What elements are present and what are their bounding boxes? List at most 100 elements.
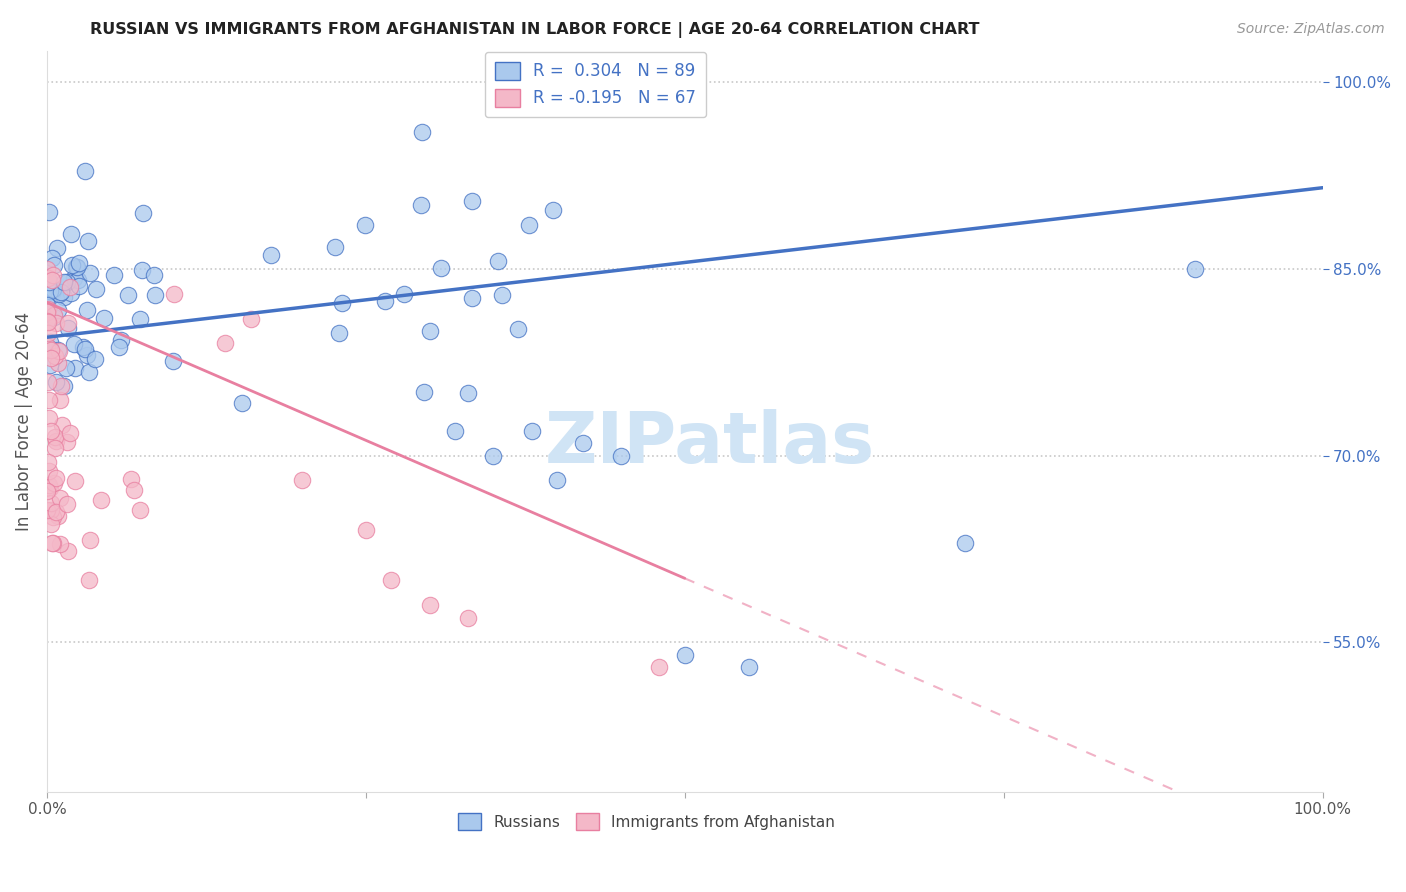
- Point: [56, 316, 79, 330]
- Point: [131, 263, 153, 277]
- Point: [231, 396, 253, 410]
- Point: [461, 194, 484, 208]
- Point: [444, 424, 467, 438]
- Point: [128, 503, 150, 517]
- Point: [214, 336, 236, 351]
- Point: [42, 308, 65, 322]
- Point: [45, 505, 67, 519]
- Point: [51, 285, 73, 300]
- Point: [44, 349, 66, 363]
- Point: [411, 198, 433, 212]
- Point: [42, 258, 65, 272]
- Point: [63, 474, 86, 488]
- Point: [517, 218, 540, 232]
- Point: [45, 471, 67, 485]
- Point: [132, 206, 155, 220]
- Point: [48, 343, 70, 358]
- Point: [45, 316, 67, 330]
- Point: [44, 442, 66, 456]
- Point: [90, 493, 112, 508]
- Point: [457, 610, 479, 624]
- Point: [60, 286, 83, 301]
- Point: [77, 574, 100, 588]
- Point: [38, 334, 60, 349]
- Point: [491, 287, 513, 301]
- Point: [65, 260, 87, 274]
- Point: [46, 508, 69, 523]
- Point: [955, 536, 977, 550]
- Point: [38, 287, 60, 301]
- Point: [41, 272, 63, 286]
- Point: [59, 280, 82, 294]
- Point: [37, 298, 59, 312]
- Point: [79, 533, 101, 547]
- Point: [56, 543, 79, 558]
- Point: [129, 312, 152, 326]
- Point: [52, 276, 75, 290]
- Point: [430, 261, 453, 276]
- Point: [571, 436, 593, 450]
- Point: [41, 251, 63, 265]
- Point: [60, 258, 83, 272]
- Point: [51, 417, 73, 432]
- Point: [84, 352, 107, 367]
- Point: [380, 573, 402, 587]
- Point: [77, 365, 100, 379]
- Point: [38, 392, 60, 407]
- Point: [419, 324, 441, 338]
- Point: [39, 351, 62, 366]
- Point: [461, 291, 484, 305]
- Point: [541, 202, 564, 217]
- Point: [63, 336, 86, 351]
- Point: [546, 474, 568, 488]
- Legend: Russians, Immigrants from Afghanistan: Russians, Immigrants from Afghanistan: [453, 807, 841, 836]
- Point: [59, 425, 82, 440]
- Point: [35, 503, 58, 517]
- Point: [72, 340, 94, 354]
- Point: [103, 268, 125, 282]
- Point: [56, 321, 79, 335]
- Point: [411, 125, 433, 139]
- Point: [520, 424, 543, 438]
- Point: [37, 455, 59, 469]
- Point: [93, 311, 115, 326]
- Point: [419, 598, 441, 612]
- Point: [163, 286, 186, 301]
- Point: [49, 379, 72, 393]
- Point: [39, 496, 62, 510]
- Point: [38, 285, 60, 299]
- Point: [46, 356, 69, 370]
- Point: [39, 516, 62, 531]
- Point: [63, 360, 86, 375]
- Point: [38, 204, 60, 219]
- Point: [63, 271, 86, 285]
- Point: [610, 449, 633, 463]
- Point: [37, 314, 59, 328]
- Point: [39, 359, 62, 373]
- Point: [392, 286, 415, 301]
- Point: [37, 270, 59, 285]
- Point: [75, 163, 97, 178]
- Point: [59, 227, 82, 241]
- Point: [86, 282, 108, 296]
- Point: [49, 491, 72, 505]
- Point: [39, 503, 62, 517]
- Point: [56, 435, 79, 450]
- Point: [124, 483, 146, 497]
- Point: [46, 343, 69, 358]
- Text: Source: ZipAtlas.com: Source: ZipAtlas.com: [1237, 22, 1385, 37]
- Point: [56, 276, 79, 290]
- Point: [46, 241, 69, 255]
- Point: [110, 333, 132, 347]
- Point: [42, 282, 65, 296]
- Point: [45, 375, 67, 389]
- Point: [79, 266, 101, 280]
- Point: [45, 434, 67, 448]
- Y-axis label: In Labor Force | Age 20-64: In Labor Force | Age 20-64: [15, 312, 32, 531]
- Point: [117, 287, 139, 301]
- Point: [73, 342, 96, 356]
- Point: [35, 483, 58, 498]
- Point: [323, 239, 346, 253]
- Point: [67, 278, 90, 293]
- Point: [38, 477, 60, 491]
